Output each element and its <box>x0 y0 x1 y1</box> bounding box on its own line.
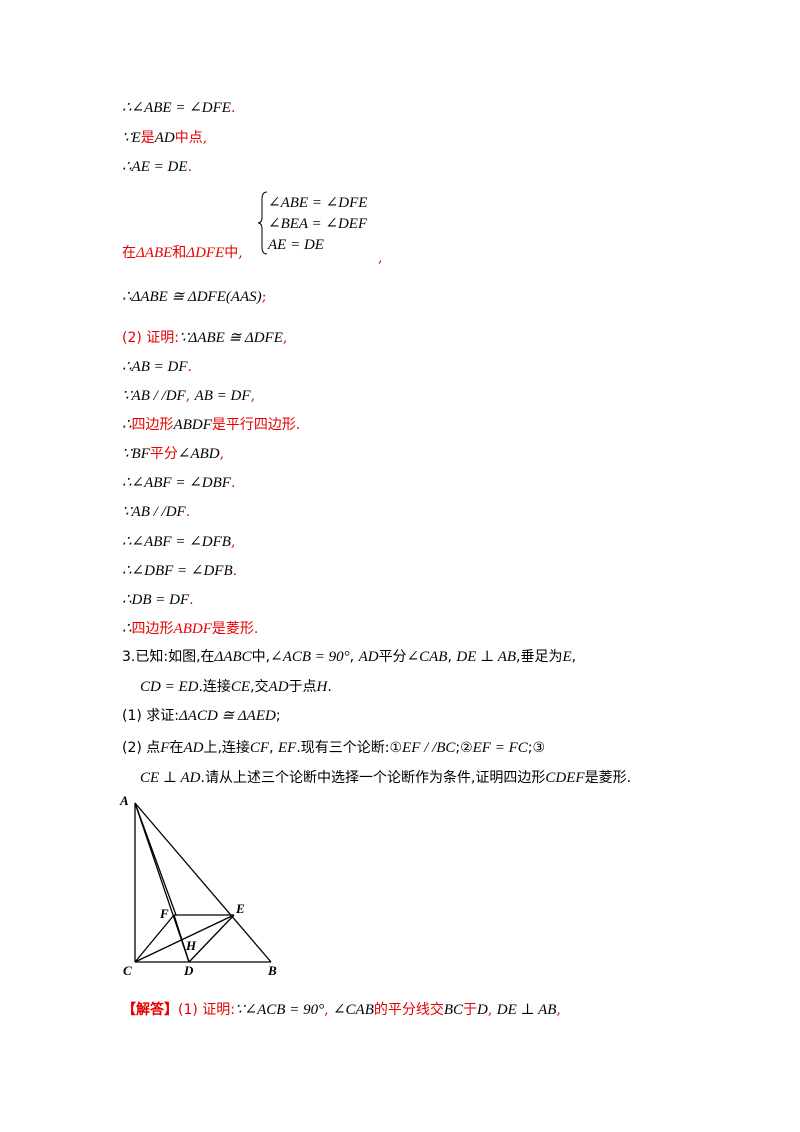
proof-line-1: ∴∠ABE = ∠DFE. <box>122 100 236 116</box>
proof-part2-line-4: ∴四边形ABDF是平行四边形. <box>122 417 301 433</box>
brace-eq-1: ∠ABE = ∠DFE <box>268 195 368 211</box>
problem3-q2-line-1: (2) 点F在AD上,连接CF, EF.现有三个论断:①EF / /BC;②EF… <box>122 740 546 756</box>
geometry-figure: A F E H C D B <box>119 795 277 978</box>
problem3-line-1: 3.已知:如图,在ΔABC中,∠ACB = 90°, AD平分∠CAB, DE … <box>122 649 577 665</box>
segment-ab <box>134 802 272 963</box>
proof-part2-line-8: ∴∠ABF = ∠DFB, <box>122 534 236 550</box>
proof-part2-line-5: ∵BF平分∠ABD, <box>122 446 225 462</box>
label-h: H <box>185 938 197 953</box>
proof-line-congruence: ∴ΔABE ≅ ΔDFE(AAS); <box>122 289 267 305</box>
proof-part2-line-9: ∴∠DBF = ∠DFB. <box>122 563 238 579</box>
proof-line-3: ∴AE = DE. <box>122 159 192 175</box>
proof-part2-line-7: ∵AB / /DF. <box>122 504 191 520</box>
proof-line-in-triangles: 在ΔABE和ΔDFE中, <box>122 245 243 261</box>
label-e: E <box>235 901 245 916</box>
brace-symbol <box>258 191 268 255</box>
proof-part2-line-2: ∴AB = DF. <box>122 359 192 375</box>
answer-line: 【解答】(1) 证明:∵∠ACB = 90°, ∠CAB的平分线交BC于D, D… <box>122 1002 561 1018</box>
proof-part2-line-10: ∴DB = DF. <box>122 592 194 608</box>
brace-eq-3: AE = DE <box>268 237 324 253</box>
segment-af <box>134 802 177 916</box>
segment-ce <box>134 914 235 963</box>
label-b: B <box>267 963 277 978</box>
segment-fd <box>173 914 190 963</box>
proof-part2-line-1: (2) 证明:∵ΔABE ≅ ΔDFE, <box>122 330 288 346</box>
proof-part2-line-11: ∴四边形ABDF是菱形. <box>122 621 259 637</box>
segment-cf <box>134 914 175 963</box>
label-c: C <box>123 963 132 978</box>
segment-de <box>188 914 235 963</box>
problem3-q1: (1) 求证:ΔACD ≅ ΔAED; <box>122 708 281 724</box>
proof-line-2: ∵E是AD中点, <box>122 130 208 146</box>
proof-part2-line-6: ∴∠ABF = ∠DBF. <box>122 475 236 491</box>
label-a: A <box>119 795 129 808</box>
problem3-q2-line-2: CE ⊥ AD.请从上述三个论断中选择一个论断作为条件,证明四边形CDEF是菱形… <box>140 770 632 786</box>
brace-eq-2: ∠BEA = ∠DEF <box>268 216 368 232</box>
proof-part2-line-3: ∵AB / /DF, AB = DF, <box>122 388 256 404</box>
trailing-comma: , <box>378 250 383 266</box>
problem3-line-2: CD = ED.连接CE,交AD于点H. <box>140 679 332 695</box>
label-f: F <box>159 906 169 921</box>
label-d: D <box>183 963 194 978</box>
